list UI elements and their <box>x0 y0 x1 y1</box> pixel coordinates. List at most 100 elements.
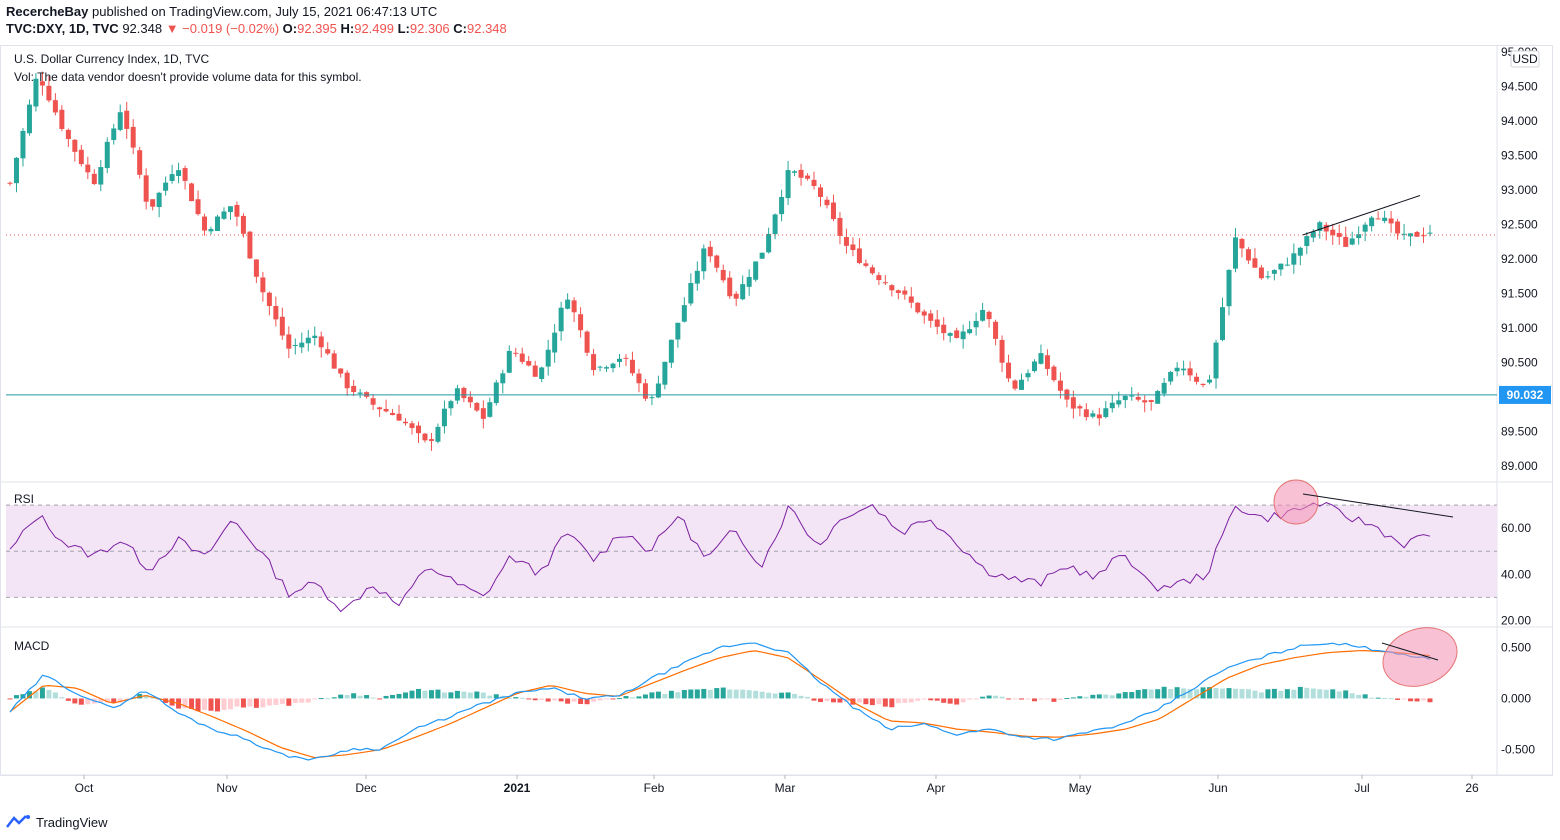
candle-body <box>1148 400 1154 403</box>
candle-body <box>1109 402 1115 409</box>
candle-body <box>208 228 214 232</box>
candle-body <box>351 385 357 393</box>
candle-body <box>260 277 266 293</box>
macd-histogram-bar <box>655 691 661 699</box>
candle-body <box>1044 355 1050 369</box>
macd-histogram-bar <box>33 691 39 699</box>
candle-body <box>396 413 402 421</box>
candle-body <box>312 335 318 339</box>
macd-histogram-bar <box>480 692 486 699</box>
open-value: 92.395 <box>297 21 337 36</box>
candle-body <box>856 248 862 264</box>
candle-body <box>422 433 428 441</box>
macd-histogram-bar <box>1051 698 1057 702</box>
macd-histogram-bar <box>1265 689 1271 699</box>
macd-histogram-bar <box>59 697 65 699</box>
macd-histogram-bar <box>1375 697 1381 699</box>
candle-body <box>156 192 162 208</box>
macd-histogram-bar <box>1142 689 1148 699</box>
macd-histogram-bar <box>843 698 849 702</box>
candle-body <box>247 231 253 259</box>
macd-histogram-bar <box>441 692 447 699</box>
macd-histogram-bar <box>403 692 409 699</box>
candle-body <box>610 363 616 369</box>
macd-histogram-bar <box>792 693 798 699</box>
candle-body <box>1245 249 1251 261</box>
candle-body <box>850 244 856 251</box>
time-axis-tick: 26 <box>1465 781 1479 795</box>
macd-axis-tick: 0.500 <box>1501 640 1531 654</box>
publish-line: RecercheBay published on TradingView.com… <box>6 4 437 19</box>
macd-histogram-bar <box>1181 688 1187 699</box>
macd-histogram-bar <box>1213 687 1219 699</box>
published-text: published on TradingView.com, July 15, 2… <box>92 4 438 19</box>
macd-histogram-bar <box>980 696 986 699</box>
candle-body <box>13 157 19 184</box>
candle-body <box>78 149 84 165</box>
candle-body <box>1031 361 1037 372</box>
publisher-name[interactable]: RecercheBay <box>6 4 89 19</box>
macd-histogram-bar <box>1187 689 1193 699</box>
macd-histogram-bar <box>1070 697 1076 699</box>
macd-histogram-bar <box>1414 698 1420 702</box>
candle-body <box>52 100 58 113</box>
candle-body <box>461 387 467 399</box>
macd-histogram-bar <box>305 698 311 703</box>
candle-body <box>1239 238 1245 249</box>
candle-body <box>1122 395 1128 401</box>
candle-body <box>707 246 713 257</box>
candle-body <box>493 382 499 404</box>
macd-histogram-bar <box>104 698 110 703</box>
macd-histogram-bar <box>889 698 895 708</box>
macd-histogram-bar <box>1057 698 1063 700</box>
macd-histogram-bar <box>798 695 804 699</box>
candle-body <box>539 367 545 379</box>
macd-histogram-bar <box>539 698 545 700</box>
macd-histogram-bar <box>415 688 421 699</box>
macd-histogram-bar <box>1168 688 1174 699</box>
candle-body <box>279 316 285 336</box>
macd-histogram-bar <box>733 689 739 699</box>
rsi-pane-label: RSI <box>14 492 35 506</box>
macd-histogram-bar <box>260 698 266 708</box>
macd-histogram-bar <box>1012 698 1018 700</box>
candle-body <box>104 141 110 169</box>
candle-body <box>895 290 901 294</box>
candle-body <box>545 349 551 367</box>
macd-histogram-bar <box>1148 689 1154 699</box>
macd-histogram-bar <box>1019 698 1025 700</box>
candle-body <box>331 353 337 369</box>
macd-histogram-bar <box>785 692 791 699</box>
macd-histogram-bar <box>1343 690 1349 699</box>
macd-histogram-bar <box>636 696 642 699</box>
candle-body <box>409 423 415 429</box>
candle-body <box>227 206 233 212</box>
macd-histogram-bar <box>908 698 914 703</box>
currency-badge <box>1510 50 1540 68</box>
macd-histogram-bar <box>591 698 597 702</box>
macd-histogram-bar <box>325 698 331 700</box>
tradingview-footer[interactable]: TradingView <box>6 814 108 830</box>
candle-body <box>766 233 772 253</box>
candle-body <box>681 305 687 322</box>
macd-histogram-bar <box>1122 692 1128 699</box>
candle-body <box>908 296 914 303</box>
macd-histogram-bar <box>759 691 765 699</box>
macd-histogram-bar <box>805 696 811 699</box>
candle-body <box>565 299 571 309</box>
macd-histogram-bar <box>1362 694 1368 699</box>
candle-body <box>1168 371 1174 382</box>
macd-histogram-bar <box>214 698 220 712</box>
macd-histogram-bar <box>13 695 19 699</box>
time-axis-tick: Nov <box>216 781 237 795</box>
candle-body <box>921 311 927 316</box>
candle-body <box>649 397 655 399</box>
candle-body <box>753 261 759 280</box>
candle-body <box>623 357 629 359</box>
macd-histogram-bar <box>895 698 901 704</box>
macd-histogram-bar <box>772 693 778 699</box>
open-label: O: <box>282 21 298 36</box>
candle-body <box>584 331 590 353</box>
symbol-ohlc-line: TVC:DXY, 1D, TVC 92.348 ▼ −0.019 (−0.02%… <box>6 21 507 36</box>
